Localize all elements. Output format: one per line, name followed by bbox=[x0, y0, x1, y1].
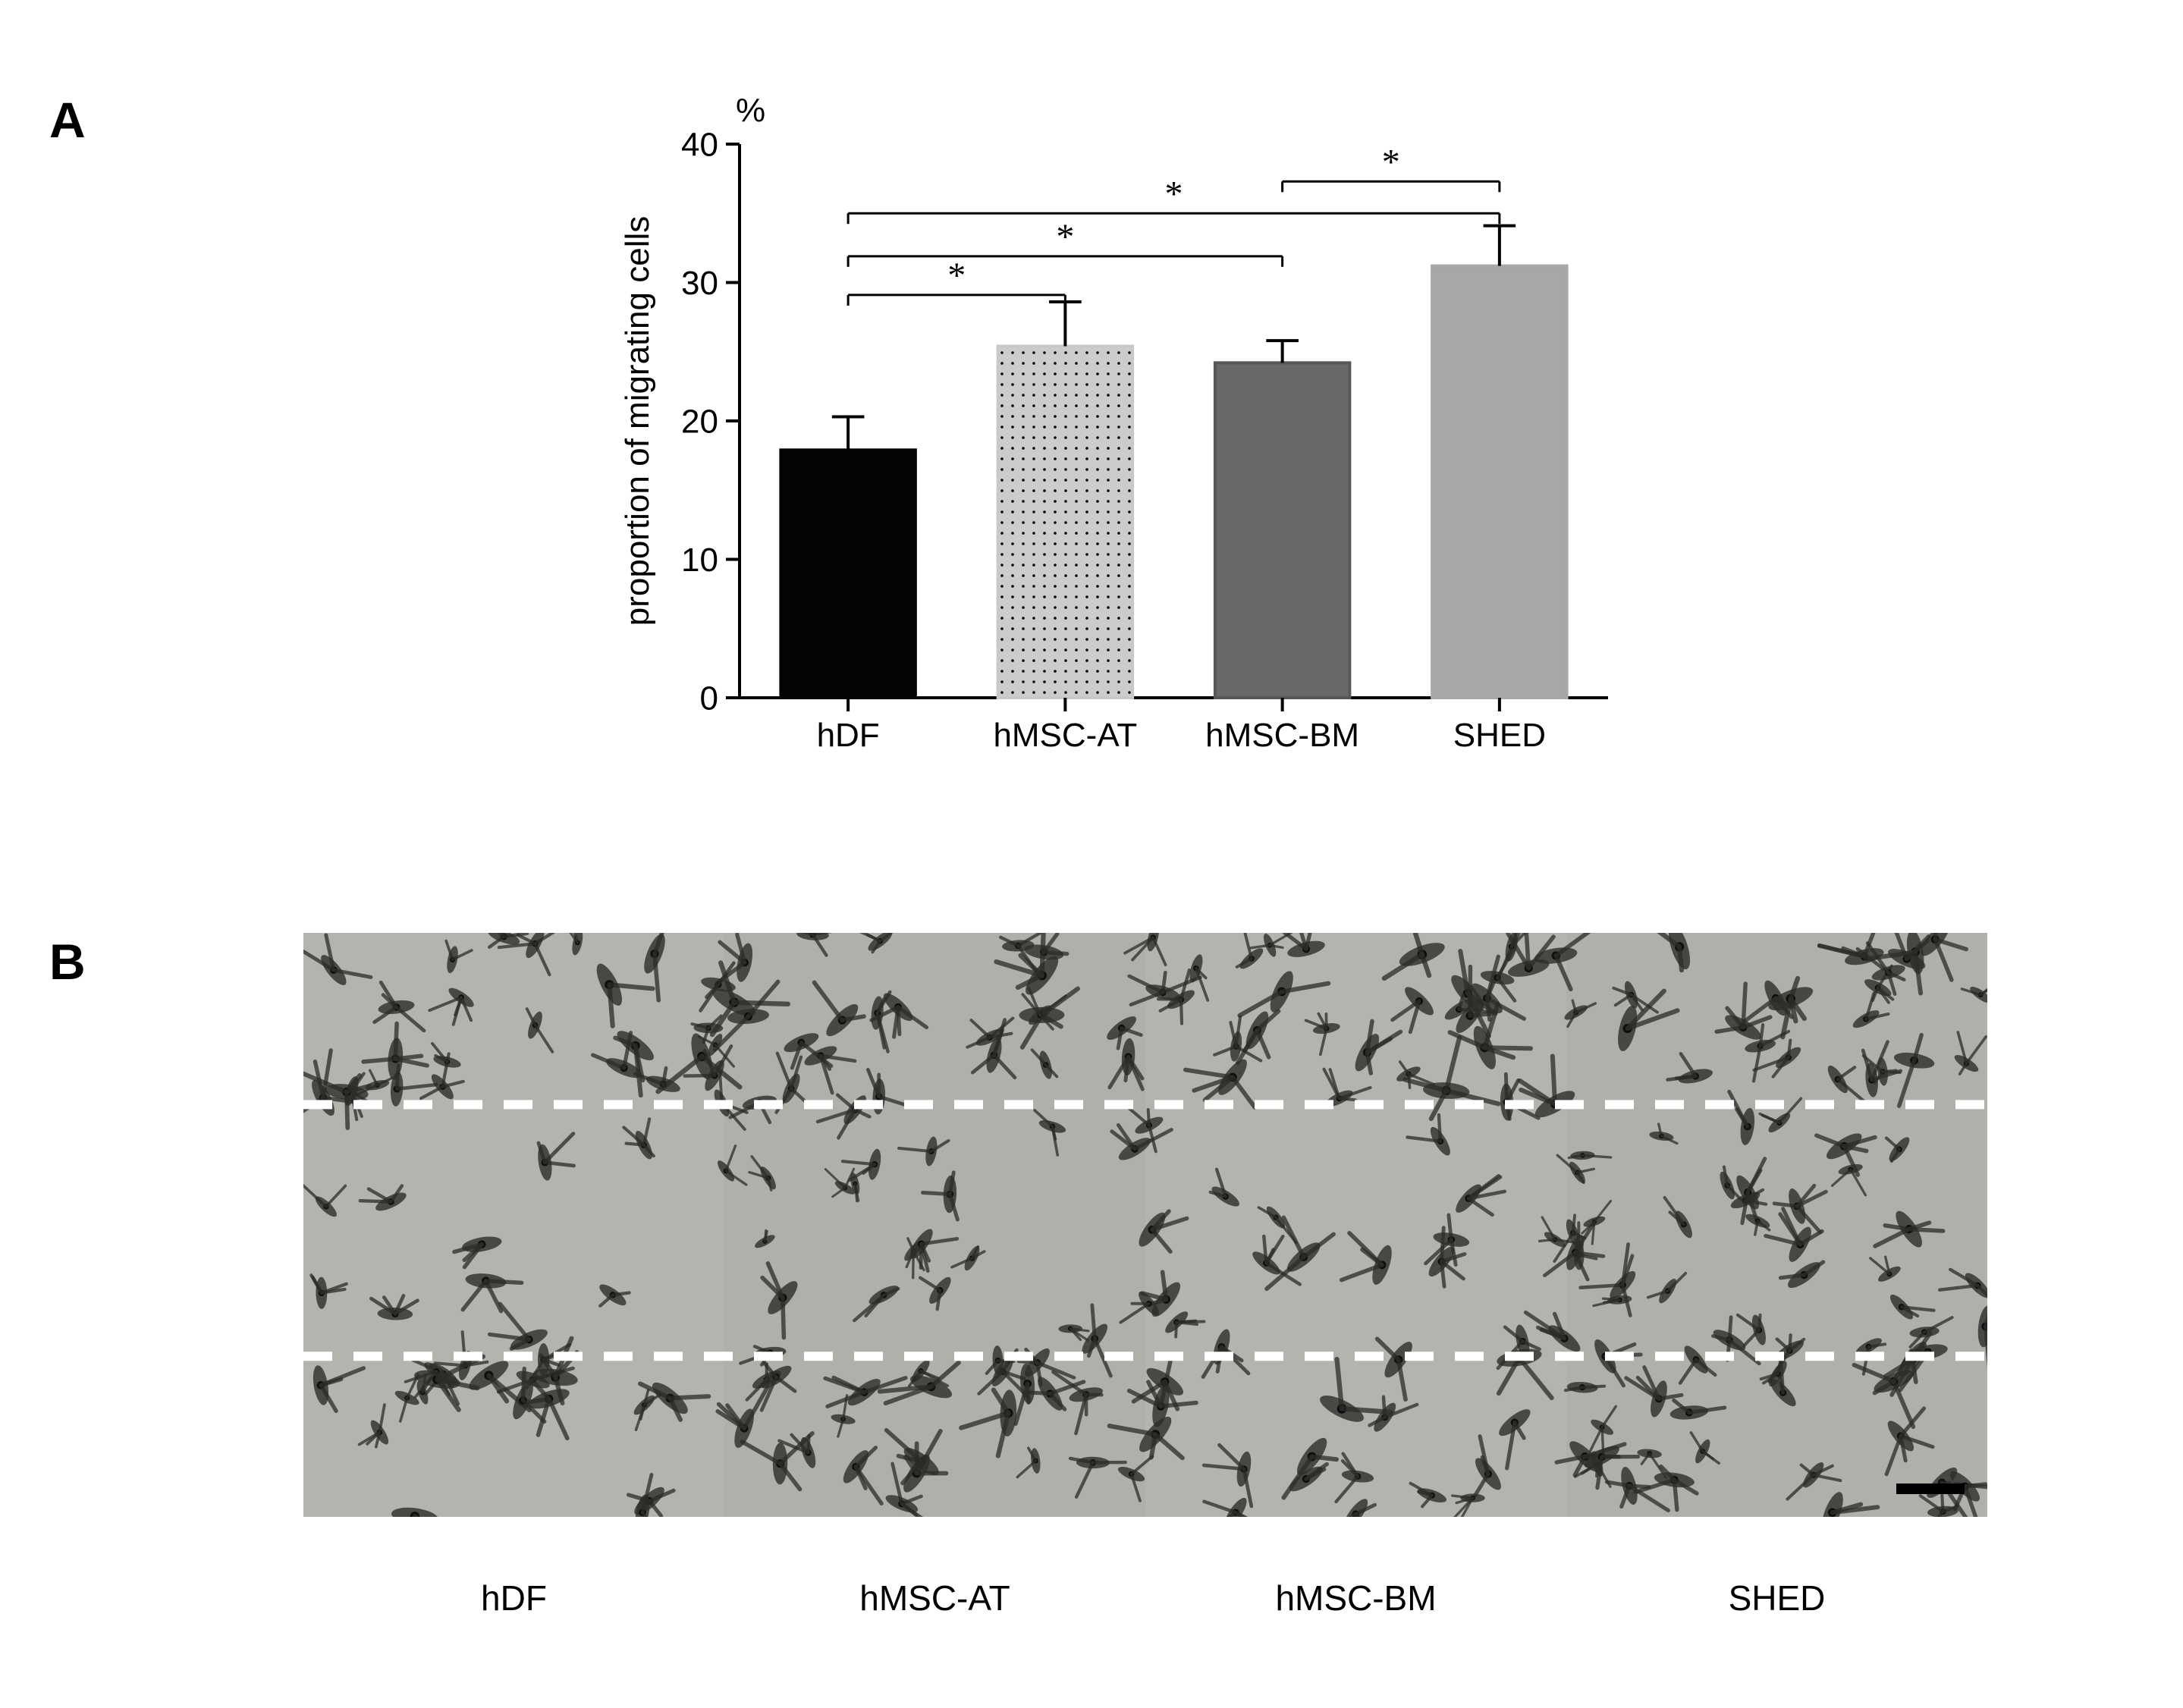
significance-marker: * bbox=[1382, 142, 1400, 182]
scale-bar bbox=[1896, 1484, 1965, 1494]
xtick-label: hDF bbox=[817, 717, 880, 754]
significance-marker: * bbox=[1056, 217, 1074, 257]
xtick-label: hMSC-AT bbox=[993, 717, 1137, 754]
micrograph-column-label: hMSC-AT bbox=[724, 1578, 1145, 1619]
bar bbox=[781, 450, 915, 698]
micrograph-column-label: SHED bbox=[1566, 1578, 1987, 1619]
bar bbox=[1432, 266, 1566, 698]
scratch-assay-image bbox=[303, 933, 1987, 1517]
bar-pattern bbox=[998, 346, 1132, 698]
ytick-label: 20 bbox=[681, 403, 718, 440]
significance-marker: * bbox=[1165, 174, 1183, 214]
significance-bracket: * bbox=[848, 217, 1283, 267]
bar bbox=[1215, 363, 1349, 698]
significance-bracket: * bbox=[1283, 142, 1500, 192]
ytick-label: 0 bbox=[700, 680, 718, 717]
micrograph-column-label: hDF bbox=[303, 1578, 724, 1619]
panel-b-label: B bbox=[49, 933, 86, 991]
ytick-label: 30 bbox=[681, 265, 718, 302]
panel-b-micrograph bbox=[303, 933, 1987, 1517]
significance-bracket: * bbox=[848, 256, 1065, 306]
chart-unit-label: % bbox=[736, 92, 765, 129]
chart-ylabel: proportion of migrating cells bbox=[619, 216, 656, 626]
micrograph-column-label: hMSC-BM bbox=[1145, 1578, 1566, 1619]
xtick-label: hMSC-BM bbox=[1205, 717, 1359, 754]
ytick-label: 40 bbox=[681, 126, 718, 163]
ytick-label: 10 bbox=[681, 542, 718, 579]
xtick-label: SHED bbox=[1453, 717, 1546, 754]
panel-a-chart: 0 10 20 30 40% proportion of migrating cells h… bbox=[561, 61, 1737, 827]
significance-marker: * bbox=[947, 256, 966, 296]
panel-a-label: A bbox=[49, 91, 86, 149]
